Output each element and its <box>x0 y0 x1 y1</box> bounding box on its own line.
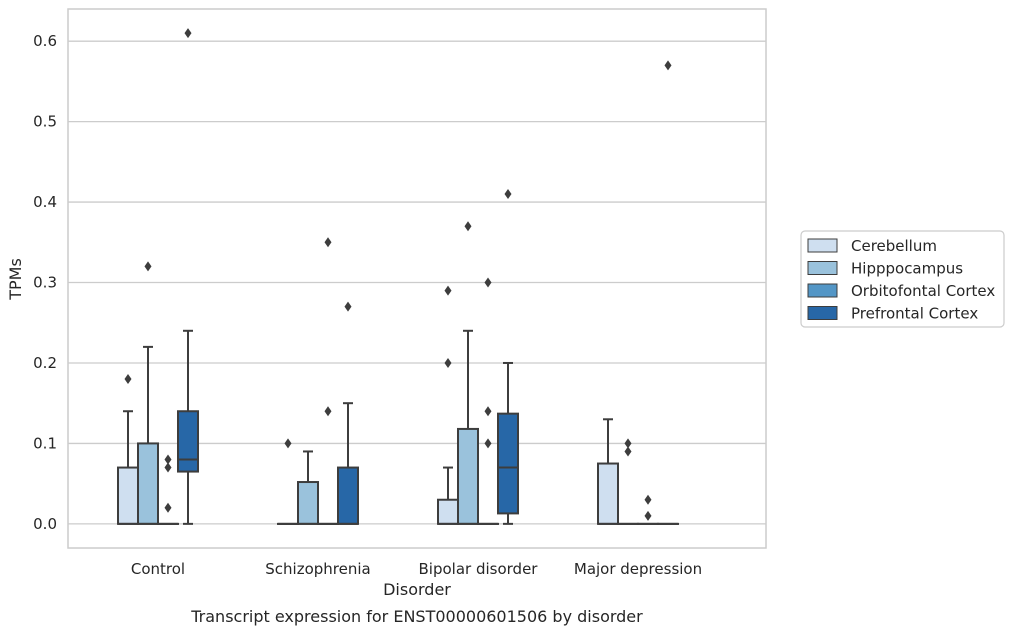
y-axis-label: TPMs <box>6 258 25 301</box>
x-axis-label: Disorder <box>383 580 451 599</box>
box-body <box>338 468 358 524</box>
legend: Cerebellum Hipppocampus Orbitofontal Corte… <box>801 231 1004 327</box>
box-body <box>458 429 478 524</box>
outlier-point <box>325 406 332 416</box>
legend-swatch <box>808 284 837 297</box>
box-body <box>178 411 198 471</box>
outlier-point <box>445 286 452 296</box>
box-body <box>298 482 318 524</box>
y-tick-label: 0.2 <box>33 354 57 372</box>
chart-caption: Transcript expression for ENST0000060150… <box>190 607 643 626</box>
box-2-0 <box>158 455 178 524</box>
x-axis-ticks: Control Schizophrenia Bipolar disorder Majo… <box>131 560 702 578</box>
legend-label: Orbitofontal Cortex <box>851 282 995 300</box>
box-groups <box>118 28 678 524</box>
box-body <box>438 500 458 524</box>
box-body <box>118 468 138 524</box>
outlier-point <box>485 406 492 416</box>
x-tick-label: Bipolar disorder <box>419 560 539 578</box>
legend-swatch <box>808 307 837 320</box>
box-2-3 <box>638 495 658 524</box>
outlier-point <box>185 28 192 38</box>
box-body <box>138 443 158 523</box>
box-2-2 <box>478 278 498 524</box>
y-tick-label: 0.0 <box>33 515 57 533</box>
outlier-point <box>645 511 652 521</box>
outlier-point <box>445 358 452 368</box>
box-1-1 <box>298 451 318 523</box>
plot-frame <box>68 9 766 548</box>
y-tick-label: 0.1 <box>33 434 57 452</box>
box-0-3 <box>598 419 618 524</box>
x-tick-label: Major depression <box>574 560 702 578</box>
outlier-point <box>485 438 492 448</box>
outlier-point <box>345 302 352 312</box>
box-1-2 <box>458 221 478 524</box>
outlier-point <box>485 278 492 288</box>
outlier-point <box>325 237 332 247</box>
legend-swatch <box>808 262 837 275</box>
legend-label: Hipppocampus <box>851 260 963 278</box>
outlier-point <box>125 374 132 384</box>
box-1-0 <box>138 261 158 523</box>
box-1-3 <box>618 438 638 524</box>
outlier-point <box>625 446 632 456</box>
outlier-point <box>285 438 292 448</box>
y-axis-ticks: 0.0 0.1 0.2 0.3 0.4 0.5 0.6 <box>33 32 57 533</box>
x-tick-label: Control <box>131 560 185 578</box>
outlier-point <box>665 60 672 70</box>
box-3-1 <box>338 302 358 524</box>
legend-label: Prefrontal Cortex <box>851 305 978 323</box>
box-0-0 <box>118 374 138 524</box>
box-body <box>498 414 518 514</box>
outlier-point <box>145 261 152 271</box>
y-tick-label: 0.3 <box>33 274 57 292</box>
box-0-2 <box>438 286 458 524</box>
box-3-2 <box>498 189 518 524</box>
box-2-1 <box>318 237 338 524</box>
x-tick-label: Schizophrenia <box>265 560 370 578</box>
outlier-point <box>465 221 472 231</box>
box-3-0 <box>178 28 198 524</box>
legend-swatch <box>808 239 837 252</box>
outlier-point <box>165 463 172 473</box>
grid-lines <box>68 41 766 524</box>
y-tick-label: 0.6 <box>33 32 57 50</box>
y-tick-label: 0.5 <box>33 113 57 131</box>
box-body <box>598 464 618 524</box>
box-3-3 <box>658 60 678 524</box>
y-tick-label: 0.4 <box>33 193 57 211</box>
outlier-point <box>645 495 652 505</box>
outlier-point <box>165 503 172 513</box>
legend-label: Cerebellum <box>851 237 937 255</box>
outlier-point <box>505 189 512 199</box>
box-0-1 <box>278 438 298 524</box>
